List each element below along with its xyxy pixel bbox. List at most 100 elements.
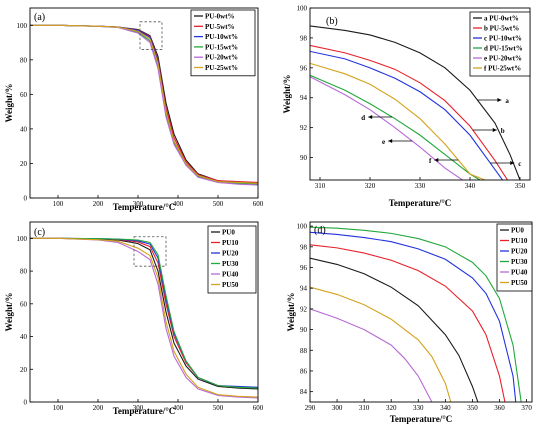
panel-label: (b): [326, 16, 338, 27]
y-tick-label: 90: [300, 154, 308, 162]
legend-box: [469, 11, 531, 77]
y-tick-label: 96: [300, 64, 308, 72]
annotation-arrowhead: [388, 139, 393, 143]
annotation-label: c: [518, 160, 521, 168]
chart-panel-1: 310 320 330 340 350 90 92 94 96 98 100 Temperature/…: [282, 5, 531, 208]
x-tick-label: 320: [386, 404, 397, 412]
x-tick-label: 600: [253, 404, 264, 412]
y-axis-label: Weight/%: [286, 292, 296, 331]
y-tick-label: 92: [300, 124, 308, 132]
x-tick-label: 370: [521, 404, 532, 412]
y-axis-label: Weight/%: [4, 292, 14, 331]
legend-entry-2: c PU-10wt%: [484, 35, 522, 43]
series-line-3: [310, 74, 481, 180]
legend-box: [190, 9, 256, 77]
y-tick-label: 100: [17, 235, 28, 243]
x-tick-label: 330: [413, 404, 424, 412]
legend-entry-4: e PU-20wt%: [484, 55, 522, 63]
x-tick-label: 300: [133, 200, 144, 208]
y-tick-label: 84: [300, 388, 308, 396]
series-line-5: [310, 286, 452, 402]
series-line-4: [310, 76, 463, 180]
series-line-2: [310, 50, 503, 180]
legend-entry-1: PU10: [511, 237, 528, 245]
legend-entry-4: PU40: [511, 269, 528, 277]
panel-label: (d): [314, 225, 326, 236]
legend-entry-3: PU-15wt%: [205, 43, 238, 51]
series-line-1: [310, 244, 506, 402]
x-tick-label: 310: [359, 404, 370, 412]
annotation-label: f: [429, 157, 432, 165]
x-tick-label: 300: [133, 404, 144, 412]
chart-panel-2: 100 200 300 400 500 600 0 20 40 60 80 100 Temperatur…: [4, 221, 264, 416]
plot-frame: [29, 7, 259, 199]
zoom-region-box: [139, 21, 163, 50]
series-group: [310, 25, 521, 180]
legend-entry-1: PU-5wt%: [205, 23, 235, 31]
y-tick-label: 98: [300, 34, 308, 42]
annotation-arrowhead: [434, 158, 439, 162]
annotation-arrowhead: [497, 98, 502, 102]
legend-box: [496, 223, 533, 292]
annotation-arrowhead: [492, 128, 497, 132]
legend-entry-2: PU-10wt%: [205, 33, 238, 41]
annotation-arrowhead: [368, 115, 373, 119]
y-axis-label: Weight/%: [282, 74, 292, 113]
legend-entry-0: PU0: [511, 227, 524, 235]
y-tick-label: 94: [300, 94, 308, 102]
series-group: [310, 226, 522, 402]
x-axis-label: Temperature/°C: [113, 202, 176, 212]
series-line-0: [310, 257, 479, 402]
y-tick-label: 100: [17, 22, 28, 30]
y-tick-label: 40: [20, 125, 28, 133]
legend-entry-5: PU50: [511, 279, 528, 287]
x-tick-label: 400: [173, 404, 184, 412]
legend-entry-3: d PU-15wt%: [484, 45, 523, 53]
legend-entry-3: PU30: [222, 260, 239, 268]
y-tick-label: 96: [300, 264, 308, 272]
x-tick-label: 500: [213, 404, 224, 412]
y-tick-label: 20: [20, 160, 28, 168]
x-tick-label: 400: [173, 200, 184, 208]
x-tick-label: 350: [467, 404, 478, 412]
legend-entry-5: PU-25wt%: [205, 64, 238, 72]
y-tick-label: 60: [20, 300, 28, 308]
series-line-5: [310, 62, 486, 180]
x-axis-label: Temperature/°C: [390, 414, 453, 424]
legend-entry-0: PU-0wt%: [205, 13, 235, 21]
annotation-arrowhead: [510, 161, 515, 165]
y-tick-label: 80: [20, 56, 28, 64]
legend-entry-0: PU0: [222, 229, 235, 237]
x-tick-label: 100: [53, 200, 64, 208]
legend-entry-4: PU40: [222, 271, 239, 279]
x-tick-label: 200: [93, 200, 104, 208]
series-line-1: [310, 44, 508, 180]
x-tick-label: 310: [315, 182, 326, 190]
legend-entry-3: PU30: [511, 258, 528, 266]
zoom-region-box: [133, 236, 167, 267]
x-tick-label: 340: [465, 182, 476, 190]
legend-entry-5: PU50: [222, 281, 239, 289]
plot-frame: [309, 221, 533, 403]
y-tick-label: 0: [24, 399, 28, 407]
y-tick-label: 80: [20, 268, 28, 276]
legend-entry-1: PU10: [222, 239, 239, 247]
y-tick-label: 88: [300, 347, 308, 355]
x-axis-label: Temperature/°C: [113, 406, 176, 416]
y-tick-label: 90: [300, 326, 308, 334]
y-axis-label: Weight/%: [4, 83, 14, 122]
x-tick-label: 100: [53, 404, 64, 412]
series-line-3: [310, 226, 522, 402]
x-tick-label: 500: [213, 200, 224, 208]
x-tick-label: 350: [515, 182, 526, 190]
panel-label: (a): [34, 12, 45, 23]
chart-panel-3: 290 300 310 320 330 340 350 360 370 84 86 88 90 92 94 9…: [286, 221, 533, 424]
x-tick-label: 320: [365, 182, 376, 190]
y-tick-label: 94: [300, 285, 308, 293]
x-tick-label: 600: [253, 200, 264, 208]
y-tick-label: 60: [20, 91, 28, 99]
series-group: [30, 24, 258, 186]
legend-entry-2: PU20: [222, 250, 239, 258]
series-line-0: [310, 25, 521, 180]
